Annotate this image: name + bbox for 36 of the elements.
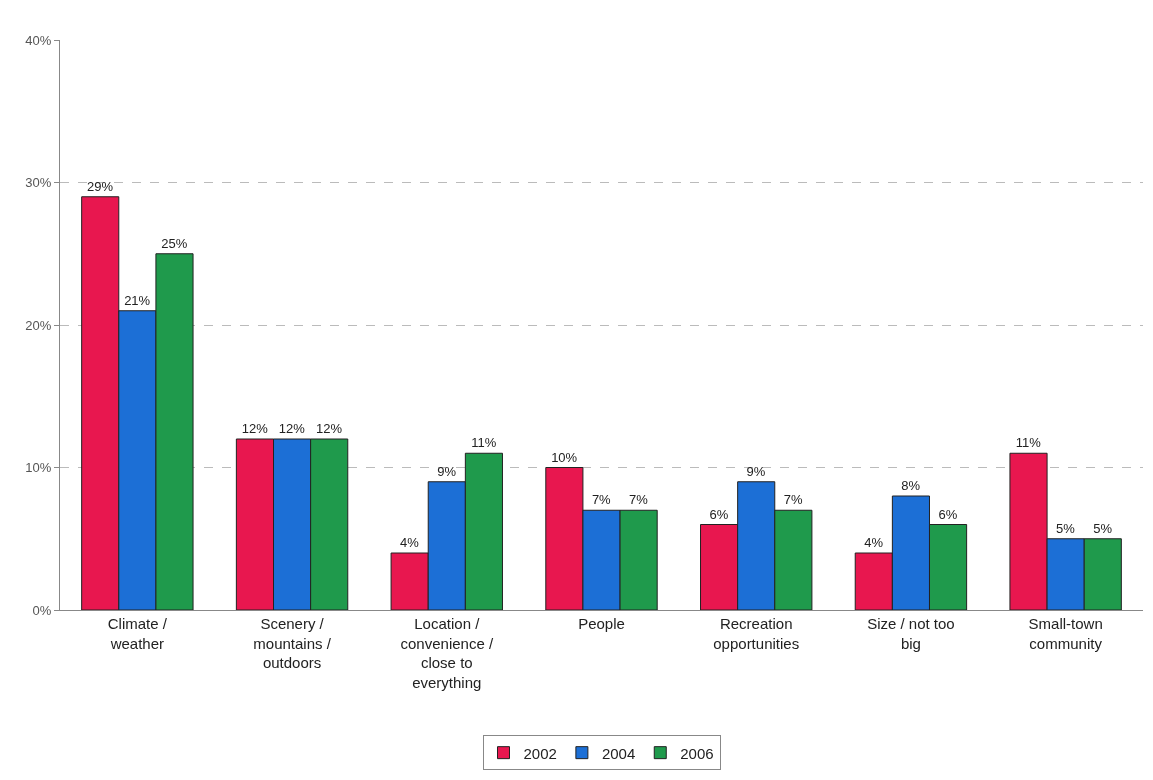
y-tick-label: 40%	[25, 32, 52, 48]
data-label: 11%	[471, 435, 497, 451]
y-tick-label: 30%	[25, 175, 52, 191]
data-label: 11%	[1015, 435, 1042, 451]
data-label: 5%	[1093, 520, 1113, 536]
x-tick-label: Recreation opportunities	[713, 615, 800, 652]
data-label: 12%	[315, 421, 343, 436]
data-label: 7%	[783, 492, 803, 508]
x-tick-label: Climate / weather	[107, 615, 168, 652]
x-tick-label: Small-town community	[1028, 615, 1103, 652]
y-tick-label: 10%	[25, 460, 52, 476]
data-label: 29%	[87, 178, 114, 194]
legend-label: 2002	[523, 744, 557, 762]
data-label: 7%	[629, 492, 649, 508]
data-label: 21%	[124, 292, 151, 308]
data-label: 25%	[161, 235, 188, 251]
data-label: 12%	[278, 421, 306, 436]
data-label: 4%	[400, 535, 420, 550]
data-label: 9%	[746, 463, 766, 479]
x-tick-label: Location / convenience / close to everything	[400, 615, 494, 691]
y-tick-label: 0%	[32, 602, 52, 618]
data-label: 5%	[1056, 520, 1076, 536]
legend-label: 2004	[601, 744, 636, 762]
data-label: 10%	[551, 449, 578, 465]
data-label: 12%	[241, 421, 269, 436]
data-label: 6%	[938, 506, 958, 522]
data-label: 4%	[864, 535, 884, 550]
data-label: 9%	[437, 463, 457, 479]
x-tick-label: Scenery / mountains / outdoors	[253, 615, 332, 671]
x-tick-label: Size / not too big	[867, 615, 955, 652]
x-tick-label: People	[578, 615, 625, 632]
data-label: 8%	[901, 478, 921, 493]
data-label: 6%	[709, 506, 729, 522]
legend-label: 2006	[680, 744, 714, 762]
y-tick-label: 20%	[25, 317, 52, 333]
data-label: 7%	[591, 492, 612, 508]
